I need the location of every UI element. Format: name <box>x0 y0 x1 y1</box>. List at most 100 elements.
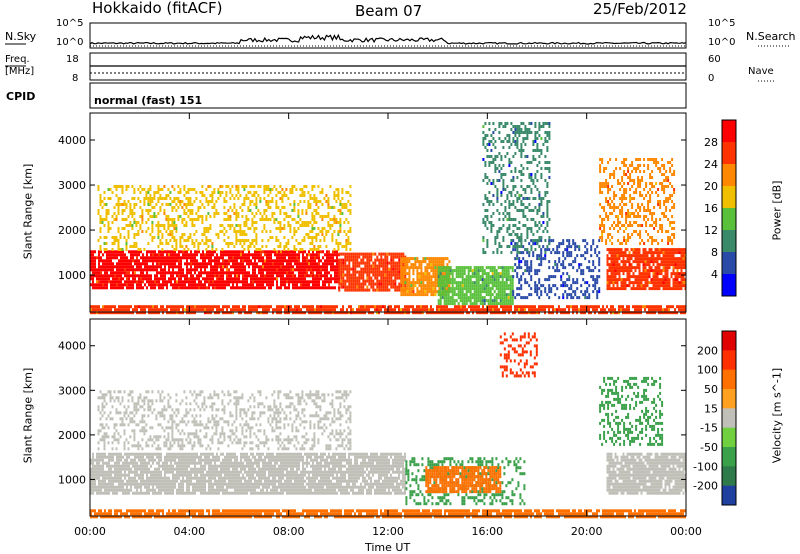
scatter-cell <box>315 239 318 242</box>
scatter-cell <box>120 265 122 269</box>
scatter-cell <box>390 279 393 283</box>
scatter-cell <box>416 266 419 270</box>
scatter-cell <box>152 250 154 254</box>
scatter-cell <box>522 251 525 255</box>
scatter-cell <box>534 272 537 276</box>
scatter-cell <box>226 311 228 315</box>
scatter-cell <box>386 282 389 286</box>
scatter-cell <box>134 277 136 281</box>
scatter-cell <box>654 248 657 252</box>
scatter-cell <box>473 287 476 291</box>
scatter-cell <box>342 261 345 265</box>
scatter-cell <box>632 305 634 309</box>
scatter-cell <box>266 256 268 260</box>
scatter-cell <box>140 262 142 266</box>
scatter-cell <box>265 185 268 188</box>
scatter-cell <box>473 290 476 294</box>
scatter-cell <box>100 280 102 284</box>
scatter-cell <box>324 286 326 290</box>
scatter-cell <box>281 197 284 200</box>
scatter-cell <box>102 283 104 287</box>
scatter-cell <box>398 311 400 315</box>
scatter-cell <box>171 233 174 236</box>
scatter-cell <box>234 259 236 263</box>
scatter-cell <box>468 305 470 309</box>
scatter-cell <box>165 230 168 233</box>
scatter-cell <box>183 218 186 221</box>
scatter-cell <box>205 218 208 221</box>
scatter-cell <box>226 305 228 309</box>
scatter-cell <box>509 293 512 297</box>
scatter-cell <box>394 255 397 259</box>
scatter-cell <box>271 215 274 218</box>
scatter-cell <box>516 293 519 297</box>
scatter-cell <box>503 266 506 270</box>
scatter-cell <box>106 274 108 278</box>
scatter-cell <box>333 194 336 197</box>
scatter-cell <box>110 305 112 309</box>
scatter-cell <box>584 245 587 249</box>
scatter-cell <box>92 274 94 278</box>
scatter-cell <box>262 280 264 284</box>
scatter-cell <box>309 248 312 251</box>
scatter-cell <box>275 206 278 209</box>
scatter-cell <box>235 239 238 242</box>
scatter-cell <box>226 283 228 287</box>
scatter-cell <box>194 271 196 275</box>
scatter-cell <box>674 257 677 261</box>
scatter-cell <box>198 262 200 266</box>
scatter-cell <box>276 277 278 281</box>
scatter-cell <box>242 250 244 254</box>
scatter-cell <box>496 311 498 315</box>
scatter-cell <box>516 287 519 291</box>
scatter-cell <box>536 311 538 315</box>
scatter-cell <box>682 272 685 276</box>
scatter-cell <box>168 253 170 257</box>
scatter-cell <box>503 290 506 294</box>
scatter-cell <box>92 305 94 309</box>
scatter-cell <box>251 200 254 203</box>
scatter-cell <box>680 275 683 279</box>
scatter-cell <box>211 242 214 245</box>
scatter-cell <box>644 266 647 270</box>
scatter-cell <box>208 256 210 260</box>
scatter-cell <box>368 311 370 315</box>
scatter-cell <box>252 268 254 272</box>
scatter-cell <box>256 256 258 260</box>
scatter-cell <box>228 274 230 278</box>
scatter-cell <box>291 188 294 191</box>
scatter-cell <box>287 221 290 224</box>
scatter-cell <box>255 197 258 200</box>
scatter-cell <box>434 293 437 297</box>
scatter-cell <box>680 311 682 315</box>
scatter-cell <box>275 227 278 230</box>
scatter-cell <box>103 224 106 227</box>
scatter-cell <box>432 272 435 276</box>
scatter-cell <box>398 273 401 277</box>
scatter-cell <box>454 308 456 312</box>
scatter-cell <box>136 250 138 254</box>
scatter-cell <box>368 288 371 292</box>
scatter-cell <box>475 290 478 294</box>
scatter-cell <box>394 279 397 283</box>
scatter-cell <box>566 305 568 309</box>
scatter-cell <box>94 274 96 278</box>
scatter-cell <box>398 288 401 292</box>
scatter-cell <box>187 197 190 200</box>
scatter-cell <box>600 311 602 315</box>
scatter-cell <box>398 308 400 312</box>
scatter-cell <box>374 252 377 256</box>
scatter-cell <box>384 258 387 262</box>
scatter-cell <box>364 264 367 268</box>
scatter-cell <box>179 245 182 248</box>
scatter-cell <box>100 271 102 275</box>
scatter-cell <box>235 236 238 239</box>
scatter-cell <box>461 290 464 294</box>
scatter-cell <box>432 266 435 270</box>
scatter-cell <box>214 283 216 287</box>
scatter-cell <box>278 265 280 269</box>
scatter-cell <box>134 253 136 257</box>
scatter-cell <box>289 227 292 230</box>
scatter-cell <box>172 271 174 275</box>
scatter-cell <box>402 308 404 312</box>
